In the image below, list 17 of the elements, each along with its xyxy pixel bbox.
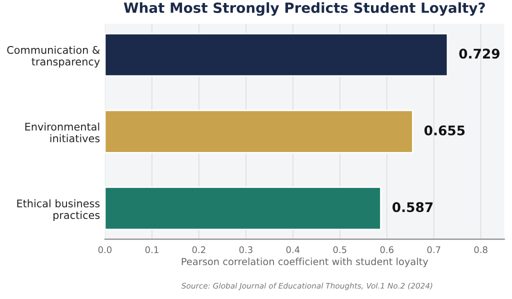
y-tick-label: Communication & transparency bbox=[7, 46, 100, 68]
x-tick-label: 0.1 bbox=[145, 246, 158, 254]
x-tick-label: 0.4 bbox=[286, 246, 300, 254]
data-label: 0.655 bbox=[424, 125, 465, 136]
chart-title: What Most Strongly Predicts Student Loyalty? bbox=[124, 2, 485, 16]
data-label: 0.729 bbox=[459, 48, 500, 59]
y-tick-label: Ethical business practices bbox=[17, 199, 100, 222]
x-tick-label: 0.2 bbox=[192, 246, 206, 254]
x-tick-label: 0.5 bbox=[333, 246, 346, 254]
x-axis-title: Pearson correlation coefficient with student loyalty bbox=[182, 258, 428, 268]
y-tick-label: Environmental initiatives bbox=[25, 122, 100, 142]
data-label: 0.587 bbox=[392, 202, 433, 212]
x-tick-label: 0.0 bbox=[98, 246, 112, 254]
x-tick-label: 0.7 bbox=[427, 246, 440, 254]
x-tick-label: 0.6 bbox=[380, 246, 394, 254]
x-tick-label: 0.3 bbox=[239, 246, 252, 254]
x-tick-label: 0.8 bbox=[474, 246, 488, 254]
